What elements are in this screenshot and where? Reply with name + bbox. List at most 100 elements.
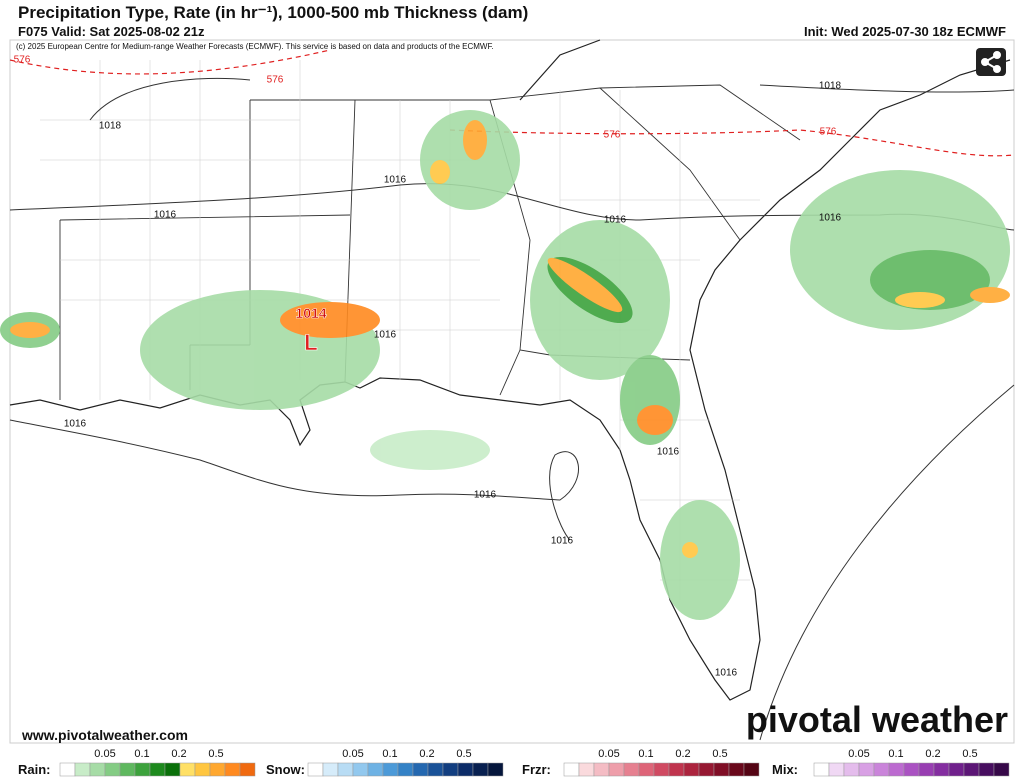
legend-swatch — [918, 762, 935, 777]
legend-swatch — [367, 762, 384, 777]
thickness-label: 576 — [267, 75, 284, 86]
legend-swatch — [104, 762, 121, 777]
pressure-label: 1018 — [819, 81, 842, 92]
legend-tick: 0.05 — [94, 748, 115, 760]
pressure-label: 1016 — [604, 215, 627, 226]
coastline — [9, 39, 1011, 701]
legend: Rain: 0.05 0.1 0.2 0.5 Snow: 0.05 0.1 0.2 0.5 Frzr… — [18, 748, 1010, 777]
legend-name: Snow: — [266, 762, 305, 777]
legend-swatch — [427, 762, 444, 777]
legend-tick: 0.05 — [598, 748, 619, 760]
thickness-label: 576 — [820, 127, 837, 138]
valid-time: F075 Valid: Sat 2025-08-02 21z — [18, 24, 205, 39]
title: Precipitation Type, Rate (in hr⁻¹), 1000… — [18, 3, 529, 22]
legend-swatch — [307, 762, 324, 777]
legend-swatch — [743, 762, 760, 777]
legend-swatch — [888, 762, 905, 777]
legend-swatch — [472, 762, 489, 777]
legend-swatch — [683, 762, 700, 777]
legend-swatch — [194, 762, 211, 777]
legend-name: Frzr: — [522, 762, 551, 777]
legend-swatch — [858, 762, 875, 777]
legend-name: Rain: — [18, 762, 51, 777]
legend-swatch — [179, 762, 196, 777]
pressure-label: 1016 — [715, 668, 738, 679]
pressure-label: 1016 — [819, 213, 842, 224]
legend-tick: 0.5 — [456, 748, 471, 760]
legend-tick: 0.1 — [888, 748, 903, 760]
legend-swatch — [608, 762, 625, 777]
legend-swatch — [352, 762, 369, 777]
legend-swatch — [713, 762, 730, 777]
legend-swatch — [828, 762, 845, 777]
legend-tick: 0.05 — [848, 748, 869, 760]
legend-tick: 0.2 — [675, 748, 690, 760]
thickness-label: 576 — [604, 130, 621, 141]
legend-swatch — [653, 762, 670, 777]
legend-swatch — [89, 762, 106, 777]
legend-swatch — [668, 762, 685, 777]
legend-swatch — [638, 762, 655, 777]
legend-swatch — [337, 762, 354, 777]
legend-swatch — [239, 762, 256, 777]
website: www.pivotalweather.com — [21, 727, 188, 743]
legend-swatch — [843, 762, 860, 777]
init-time: Init: Wed 2025-07-30 18z ECMWF — [803, 24, 1006, 39]
pressure-label: 1016 — [474, 490, 497, 501]
legend-tick: 0.2 — [171, 748, 186, 760]
legend-swatch — [209, 762, 226, 777]
share-icon — [981, 51, 1001, 73]
pressure-label: 1016 — [64, 419, 87, 430]
pressure-label: 1016 — [154, 210, 177, 221]
low-pressure: 1014 — [295, 305, 326, 321]
legend-tick: 0.5 — [208, 748, 223, 760]
legend-swatch — [593, 762, 610, 777]
thickness-label: 576 — [14, 55, 31, 66]
legend-swatch — [563, 762, 580, 777]
legend-tick: 0.1 — [382, 748, 397, 760]
legend-swatch — [993, 762, 1010, 777]
legend-swatch — [149, 762, 166, 777]
precipitation — [0, 110, 1010, 620]
legend-swatch — [134, 762, 151, 777]
legend-tick: 0.05 — [342, 748, 363, 760]
legend-swatch — [164, 762, 181, 777]
pressure-label: 1016 — [657, 447, 680, 458]
pressure-label: 1016 — [374, 330, 397, 341]
legend-swatch — [933, 762, 950, 777]
legend-swatch — [873, 762, 890, 777]
legend-swatch — [74, 762, 91, 777]
pressure-label: 1016 — [551, 536, 574, 547]
legend-swatch — [59, 762, 76, 777]
legend-tick: 0.2 — [925, 748, 940, 760]
pressure-label: 1018 — [99, 121, 122, 132]
legend-swatch — [322, 762, 339, 777]
thickness-576 — [9, 49, 1015, 157]
legend-tick: 0.5 — [962, 748, 977, 760]
legend-swatch — [963, 762, 980, 777]
legend-tick: 0.5 — [712, 748, 727, 760]
legend-swatch — [487, 762, 504, 777]
pressure-label: 1016 — [384, 175, 407, 186]
legend-swatch — [224, 762, 241, 777]
legend-swatch — [397, 762, 414, 777]
legend-tick: 0.2 — [419, 748, 434, 760]
legend-swatch — [623, 762, 640, 777]
credit: (c) 2025 European Centre for Medium-rang… — [16, 42, 494, 51]
legend-swatch — [978, 762, 995, 777]
legend-swatch — [813, 762, 830, 777]
legend-name: Mix: — [772, 762, 798, 777]
legend-swatch — [457, 762, 474, 777]
legend-swatch — [948, 762, 965, 777]
legend-swatch — [412, 762, 429, 777]
legend-swatch — [578, 762, 595, 777]
isobar-labels: 1018 1018 1016 1016 1016 1016 1016 1016 … — [14, 55, 842, 679]
logo: pivotal weather — [746, 699, 1008, 740]
share-button[interactable] — [976, 48, 1006, 76]
low-symbol: L — [304, 330, 317, 355]
legend-swatch — [698, 762, 715, 777]
legend-swatch — [728, 762, 745, 777]
legend-swatch — [903, 762, 920, 777]
